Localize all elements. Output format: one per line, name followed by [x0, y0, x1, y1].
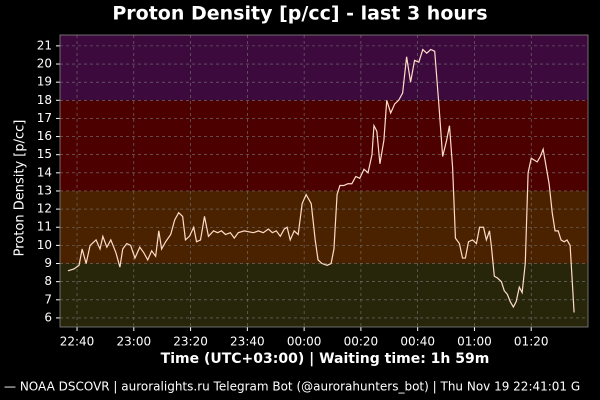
- x-tick-label: 23:40: [230, 335, 265, 349]
- x-tick-label: 00:00: [287, 335, 322, 349]
- y-tick-label: 6: [44, 310, 52, 324]
- y-tick-label: 17: [37, 111, 52, 125]
- plot-frame: [59, 34, 589, 328]
- y-tick-label: 10: [37, 238, 52, 252]
- y-tick-label: 21: [37, 38, 52, 52]
- x-tick-label: 00:40: [400, 335, 435, 349]
- x-tick-label: 01:20: [514, 335, 549, 349]
- chart-title: Proton Density [p/cc] - last 3 hours: [112, 3, 487, 25]
- y-tick-label: 14: [37, 165, 52, 179]
- background-band: [60, 100, 588, 191]
- y-tick-label: 9: [44, 256, 52, 270]
- y-tick-label: 11: [37, 220, 52, 234]
- y-tick-label: 8: [44, 274, 52, 288]
- background-band: [60, 35, 588, 101]
- x-tick-label: 23:20: [173, 335, 208, 349]
- y-axis-label: Proton Density [p/cc]: [13, 120, 28, 257]
- x-tick-label: 01:00: [457, 335, 492, 349]
- y-tick-label: 12: [37, 202, 52, 216]
- y-tick-label: 15: [37, 147, 52, 161]
- data-line: [67, 48, 575, 313]
- y-tick-label: 20: [37, 57, 52, 71]
- x-axis-label: Time (UTC+03:00) | Waiting time: 1h 59m: [161, 351, 490, 367]
- x-tick-label: 00:20: [344, 335, 379, 349]
- footer: — NOAA DSCOVR | auroralights.ru Telegram…: [4, 380, 580, 394]
- y-tick-label: 7: [44, 292, 52, 306]
- y-tick-label: 16: [37, 129, 52, 143]
- x-tick-label: 22:40: [60, 335, 95, 349]
- background-band: [60, 263, 588, 327]
- x-tick-label: 23:00: [117, 335, 152, 349]
- y-tick-label: 18: [37, 93, 52, 107]
- y-tick-label: 19: [37, 75, 52, 89]
- y-tick-label: 13: [37, 183, 52, 197]
